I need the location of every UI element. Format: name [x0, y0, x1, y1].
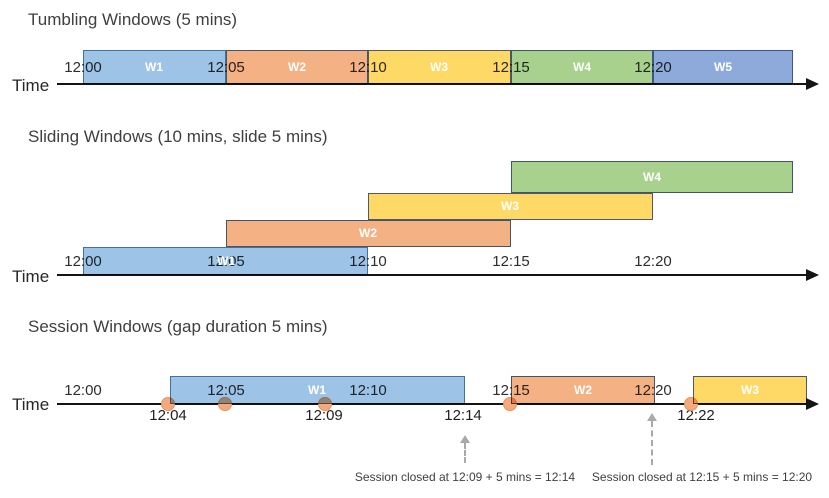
event-time-label-1222: 12:22: [677, 407, 715, 424]
session-tick-1200: 12:00: [64, 382, 102, 399]
tumbling-timeline: [57, 83, 808, 85]
event-time-label-1204: 12:04: [149, 407, 187, 424]
session-closed-annotation-1: Session closed at 12:09 + 5 mins = 12:14: [354, 470, 576, 484]
tumbling-window-w4-label: W4: [573, 60, 591, 74]
event-time-label-1209: 12:09: [305, 407, 343, 424]
session-window-w2: [511, 376, 655, 404]
sliding-window-w3: [368, 193, 653, 220]
sliding-window-w2: [226, 220, 511, 247]
session-window-w2-label: W2: [574, 383, 592, 397]
tumbling-window-w3: [368, 50, 511, 84]
tumbling-window-w1-label: W1: [145, 60, 163, 74]
sliding-section-title: Sliding Windows (10 mins, slide 5 mins): [28, 127, 328, 146]
annotation-arrow-1-head-icon: [460, 435, 470, 443]
sliding-timeline: [57, 274, 808, 276]
session-window-w1-label: W1: [308, 383, 326, 397]
sliding-tick-1215: 12:15: [492, 253, 530, 270]
sliding-window-w1: [83, 247, 368, 275]
tumbling-timeline-arrow-icon: [806, 78, 819, 90]
window-close-time-label-1214: 12:14: [444, 407, 482, 424]
session-closed-annotation-2: Session closed at 12:15 + 5 mins = 12:20: [591, 470, 813, 484]
session-timeline: [57, 403, 808, 405]
sliding-time-axis-label: Time: [12, 267, 50, 286]
tumbling-window-w2: [226, 50, 368, 84]
tumbling-window-w2-label: W2: [288, 60, 306, 74]
session-window-w1: [170, 376, 465, 404]
annotation-arrow-1-stem: [464, 443, 466, 463]
tumbling-window-w4: [511, 50, 653, 84]
tumbling-time-axis-label: Time: [12, 76, 50, 95]
annotation-arrow-2-head-icon: [647, 413, 657, 421]
session-time-axis-label: Time: [12, 395, 50, 414]
tumbling-window-w5-label: W5: [714, 60, 732, 74]
session-section-title: Session Windows (gap duration 5 mins): [28, 317, 328, 336]
tumbling-window-w5: [653, 50, 793, 84]
annotation-arrow-2-stem: [651, 421, 653, 465]
sliding-window-w4: [511, 161, 793, 193]
session-window-w3-label: W3: [741, 383, 759, 397]
session-timeline-arrow-icon: [806, 398, 819, 410]
sliding-window-w1-label: W1: [217, 254, 235, 268]
sliding-tick-1220: 12:20: [634, 253, 672, 270]
tumbling-window-w3-label: W3: [430, 60, 448, 74]
sliding-timeline-arrow-icon: [806, 269, 819, 281]
tumbling-section-title: Tumbling Windows (5 mins): [28, 10, 238, 29]
sliding-window-w4-label: W4: [643, 170, 661, 184]
session-window-w3: [693, 376, 807, 404]
tumbling-window-w1: [83, 50, 226, 84]
sliding-window-w2-label: W2: [359, 226, 377, 240]
sliding-window-w3-label: W3: [501, 199, 519, 213]
